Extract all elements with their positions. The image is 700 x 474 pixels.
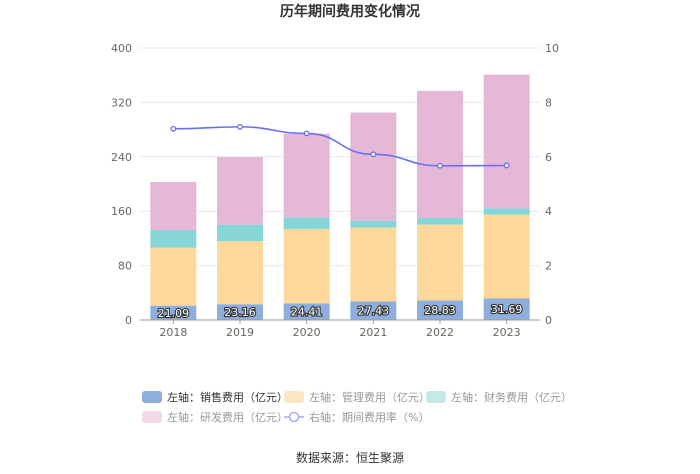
legend-item[interactable]: 左轴：财务费用（亿元）	[426, 390, 572, 404]
bar-segment[interactable]	[483, 298, 530, 320]
legend-label: 左轴：研发费用（亿元）	[167, 410, 288, 424]
bar-data-label: 31.69	[491, 303, 523, 316]
bar-segment[interactable]	[150, 181, 197, 230]
bar-segment[interactable]	[150, 229, 197, 248]
rate-point[interactable]	[503, 162, 510, 169]
left-axis-tick: 320	[111, 96, 132, 109]
x-axis-tick: 2023	[493, 326, 521, 339]
bar-segment[interactable]	[483, 74, 530, 209]
bar-data-label: 24.41	[291, 306, 323, 319]
rate-line	[173, 126, 507, 167]
bar-segment[interactable]	[217, 241, 263, 305]
legend-swatch	[142, 391, 162, 403]
bar-segment[interactable]	[150, 305, 197, 320]
rate-point[interactable]	[303, 130, 310, 137]
rate-point[interactable]	[237, 123, 243, 130]
bar-segment[interactable]	[417, 300, 463, 320]
legend-swatch	[426, 391, 446, 403]
bar-segment[interactable]	[283, 229, 330, 304]
rate-point[interactable]	[370, 151, 377, 158]
x-axis-tick: 2018	[159, 326, 187, 339]
legend-label: 左轴：销售费用（亿元）	[167, 390, 288, 404]
left-axis-tick: 0	[125, 314, 132, 327]
rate-point[interactable]	[437, 162, 443, 169]
bar-segment[interactable]	[283, 133, 330, 218]
data-source: 数据来源：恒生聚源	[296, 450, 404, 465]
x-axis-tick: 2021	[359, 326, 387, 339]
legend-label: 右轴：期间费用率（%）	[309, 410, 429, 424]
right-axis-tick: 2	[545, 260, 552, 273]
bar-segment[interactable]	[417, 217, 463, 225]
right-axis-tick: 6	[545, 151, 552, 164]
left-axis-tick: 160	[111, 205, 132, 218]
bar-segment[interactable]	[483, 208, 530, 215]
legend-marker-icon	[288, 411, 300, 423]
bar-segment[interactable]	[217, 157, 263, 225]
legend-item[interactable]: 左轴：销售费用（亿元）	[142, 390, 288, 404]
bar-segment[interactable]	[417, 90, 463, 218]
bar-segment[interactable]	[283, 303, 330, 320]
chart-title: 历年期间费用变化情况	[280, 3, 420, 20]
bar-data-label: 23.16	[224, 306, 256, 319]
bar-segment[interactable]	[350, 220, 397, 228]
right-axis-tick: 0	[545, 314, 552, 327]
legend-label: 左轴：财务费用（亿元）	[451, 390, 572, 404]
left-axis-tick: 400	[111, 42, 132, 55]
bar-data-label: 21.09	[158, 307, 190, 320]
bar-segment[interactable]	[150, 247, 197, 306]
right-axis-tick: 10	[545, 42, 559, 55]
bar-segment[interactable]	[283, 217, 330, 230]
legend-swatch	[142, 411, 162, 423]
x-axis-tick: 2022	[426, 326, 454, 339]
bar-segment[interactable]	[350, 227, 397, 302]
bar-data-label: 27.43	[358, 305, 390, 318]
bar-segment[interactable]	[350, 112, 397, 221]
left-axis-tick: 240	[111, 151, 132, 164]
bar-segment[interactable]	[217, 224, 263, 242]
rate-point[interactable]	[170, 125, 177, 132]
x-axis-tick: 2020	[293, 326, 321, 339]
legend-item[interactable]: 左轴：管理费用（亿元）	[284, 390, 430, 404]
left-axis-tick: 80	[118, 260, 132, 273]
legend-item[interactable]: 右轴：期间费用率（%）	[284, 410, 429, 424]
right-axis-tick: 4	[545, 205, 552, 218]
right-axis-tick: 8	[545, 96, 552, 109]
legend-item[interactable]: 左轴：研发费用（亿元）	[142, 410, 288, 424]
legend-swatch	[284, 391, 304, 403]
bar-segment[interactable]	[350, 301, 397, 320]
bar-data-label: 28.83	[424, 304, 456, 317]
bar-segment[interactable]	[483, 214, 530, 299]
legend-label: 左轴：管理费用（亿元）	[309, 390, 430, 404]
bar-segment[interactable]	[217, 304, 263, 320]
bar-segment[interactable]	[417, 224, 463, 301]
x-axis-tick: 2019	[226, 326, 254, 339]
